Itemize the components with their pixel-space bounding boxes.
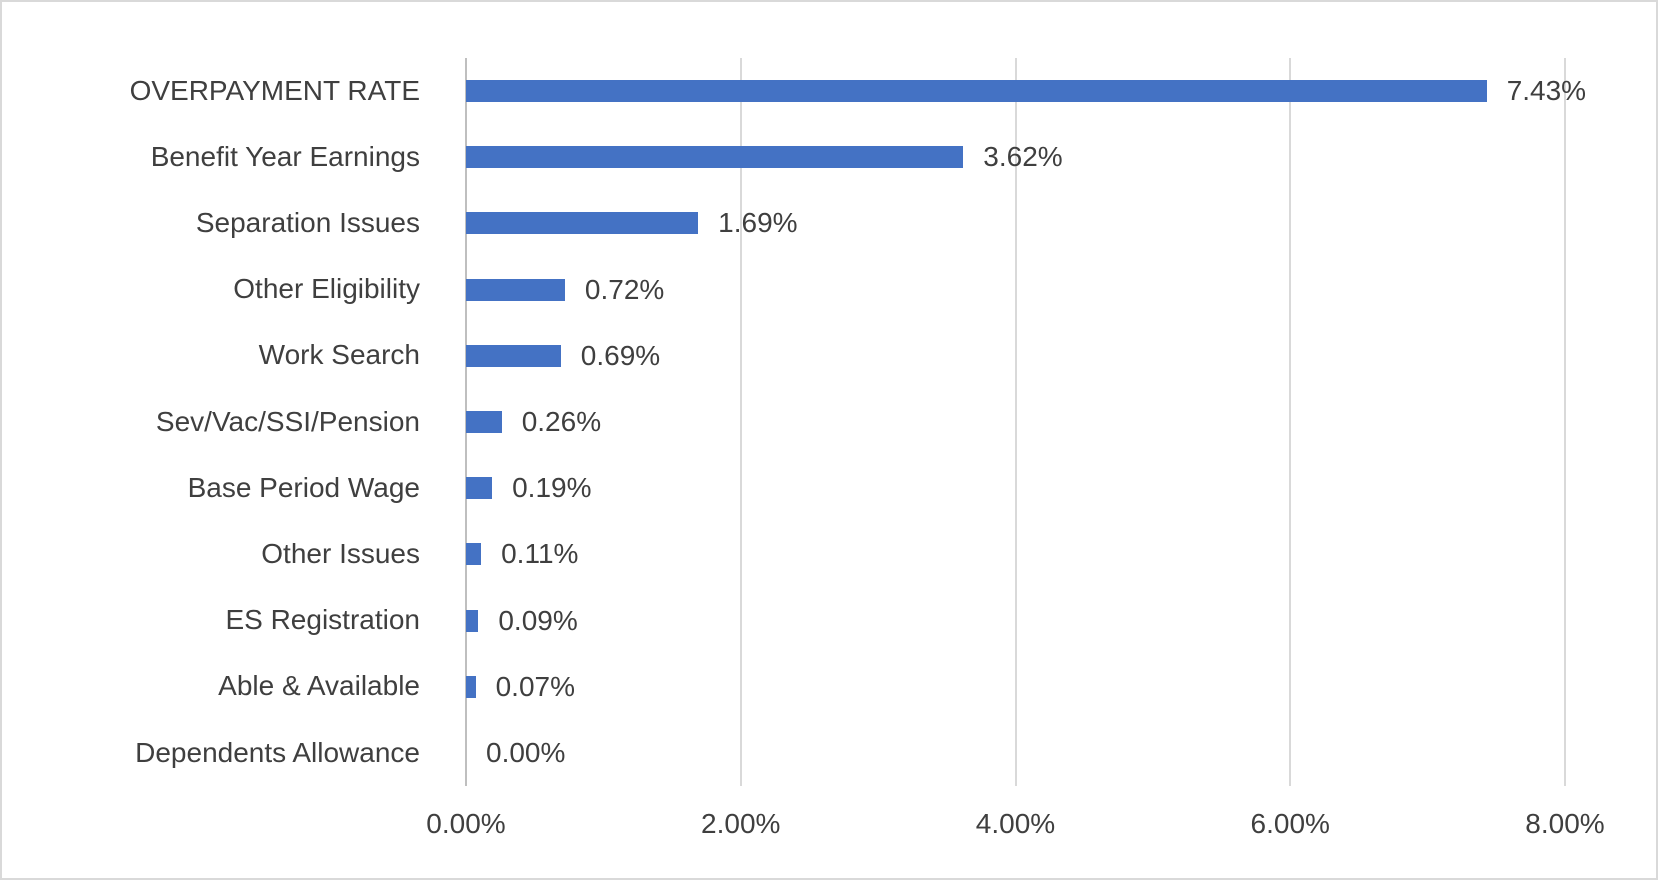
value-label: 0.26% [521,406,602,438]
x-tick-label: 2.00% [701,808,781,839]
category-label: Able & Available [218,670,420,702]
category-label: ES Registration [225,604,420,636]
bar[interactable] [466,278,565,301]
bar-row: Dependents Allowance 0.00% [2,720,1656,786]
bar[interactable] [466,146,964,169]
x-tick-label: 0.00% [426,808,506,839]
value-label: 7.43% [1506,75,1587,107]
bar[interactable] [466,411,502,434]
x-tick-label: 6.00% [1250,808,1330,839]
bar-track: 0.11% [466,521,1565,587]
value-label: 0.19% [512,472,592,504]
bar[interactable] [466,344,561,367]
category-label: Base Period Wage [187,471,420,503]
value-label: 0.07% [495,670,576,702]
bar[interactable] [466,675,476,698]
bar-track: 0.26% [466,389,1565,455]
bar-track: 0.69% [466,323,1565,389]
bar-track: 0.00% [466,720,1565,786]
bar-row: Other Eligibility 0.72% [2,257,1656,323]
bar-row: OVERPAYMENT RATE 7.43% [2,58,1656,124]
bar-row: Separation Issues 1.69% [2,190,1656,256]
value-label: 3.62% [983,141,1063,173]
bar-row: Sev/Vac/SSI/Pension 0.26% [2,389,1656,455]
category-label: Dependents Allowance [135,736,420,768]
value-label: 0.69% [580,339,661,371]
bar-track: 0.72% [466,257,1565,323]
bar[interactable] [466,212,699,235]
value-label: 0.00% [486,736,566,768]
bar-track: 0.07% [466,654,1565,720]
x-tick-label: 8.00% [1525,808,1605,839]
category-label: Other Issues [261,538,420,569]
bar-track: 7.43% [466,58,1586,124]
bar-track: 0.19% [466,455,1565,521]
gridline [1289,58,1292,786]
bar-track: 1.69% [466,190,1565,256]
value-label: 1.69% [718,207,798,239]
value-label: 0.72% [584,273,665,305]
bar-rows: OVERPAYMENT RATE 7.43% Benefit Year Earnin… [2,58,1656,786]
gridline [739,58,742,786]
bar-row: ES Registration 0.09% [2,588,1656,654]
category-label: Work Search [258,339,420,371]
gridline [1564,58,1566,786]
gridline [1014,58,1017,786]
value-label: 0.09% [498,604,578,636]
category-label: Benefit Year Earnings [150,140,420,172]
bar-track: 0.09% [466,588,1565,654]
bar[interactable] [466,80,1487,103]
bar-track: 3.62% [466,124,1565,190]
bar-row: Benefit Year Earnings 3.62% [2,124,1656,190]
x-axis-labels: 0.00% 2.00% 4.00% 6.00% 8.00% [426,808,1604,848]
category-label: OVERPAYMENT RATE [129,74,420,106]
category-label: Sev/Vac/SSI/Pension [155,405,420,437]
category-label: Other Eligibility [233,273,420,305]
category-label: Separation Issues [195,207,420,239]
value-label: 0.11% [501,538,579,570]
bar-row: Work Search 0.69% [2,323,1656,389]
bar[interactable] [466,477,493,500]
bar-row: Base Period Wage 0.19% [2,455,1656,521]
bar[interactable] [466,609,479,632]
bar-row: Able & Available 0.07% [2,654,1656,720]
bar-row: Other Issues 0.11% [2,521,1656,587]
bar[interactable] [466,543,482,566]
x-tick-label: 4.00% [975,808,1056,839]
